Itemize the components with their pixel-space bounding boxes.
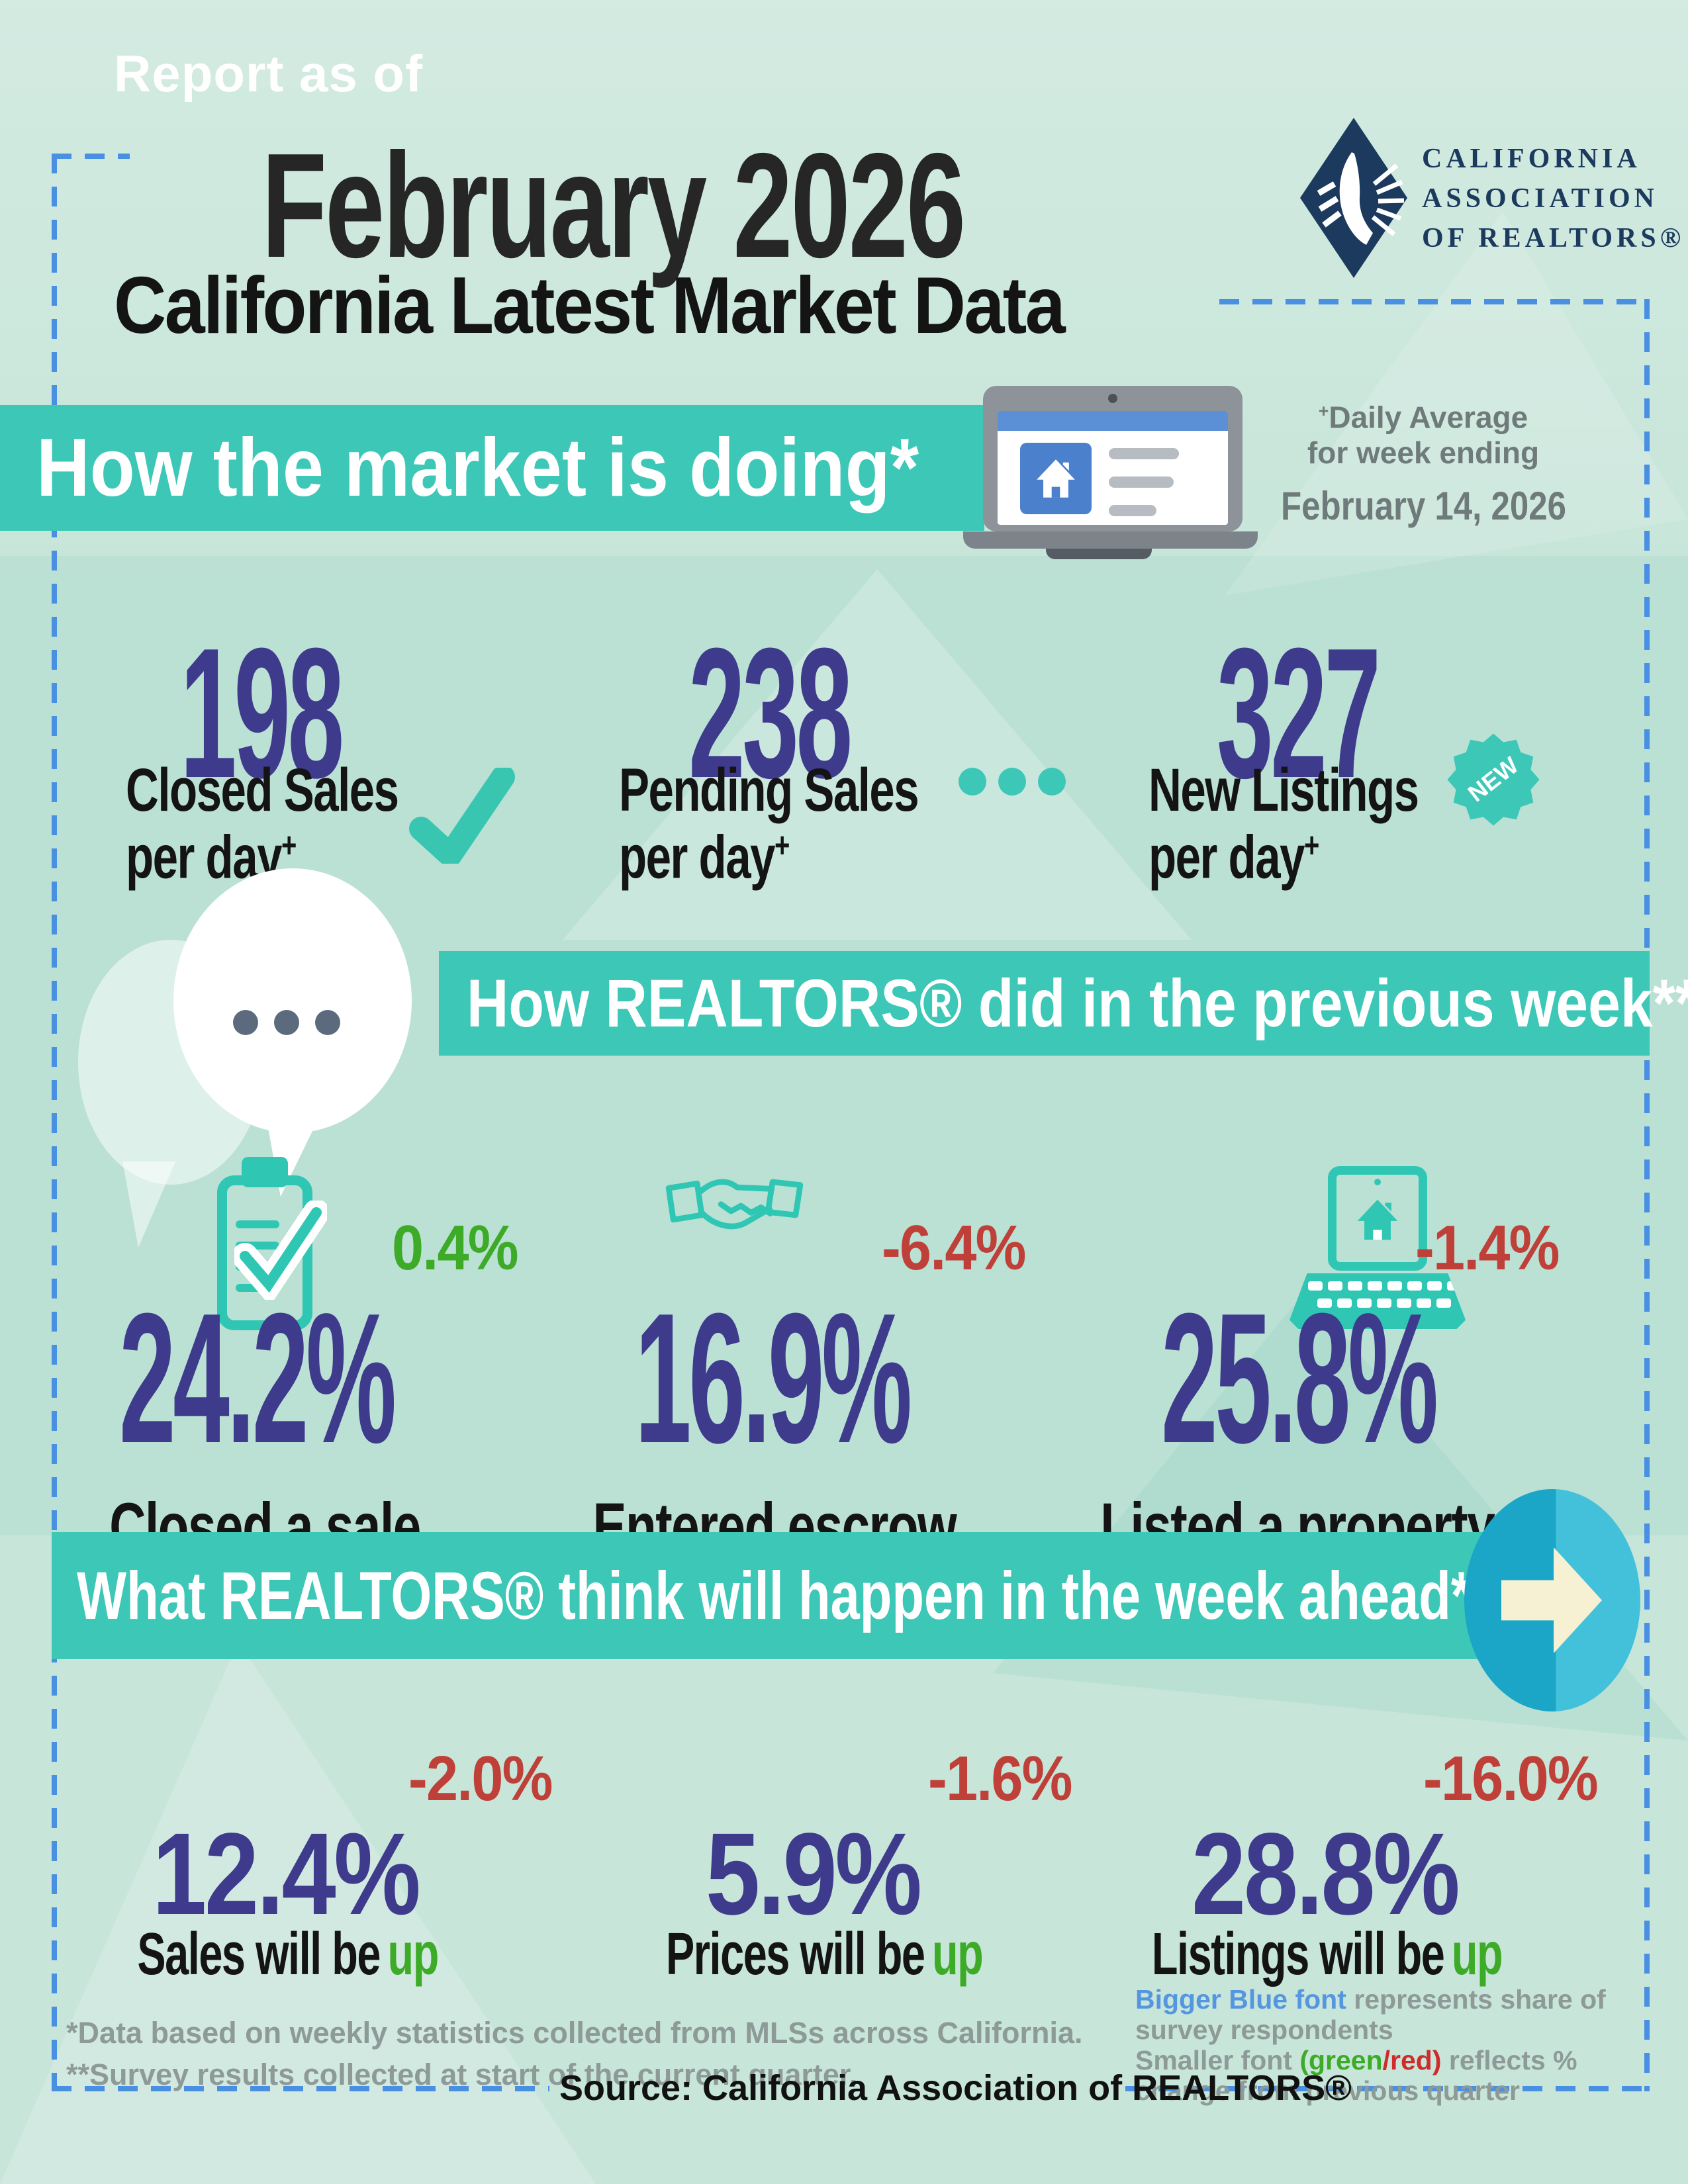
laptop-foot — [1046, 549, 1152, 559]
dashed-border-right — [1644, 299, 1650, 2091]
note-line-2: for week ending — [1307, 435, 1540, 471]
stat-pending-sales-value: 238 — [688, 610, 853, 817]
prices-forecast-label: Prices will be up — [665, 1921, 984, 1987]
stat-closed-sales-value: 198 — [180, 610, 344, 817]
entered-escrow-change: -6.4% — [882, 1212, 1027, 1283]
closed-sale-change: 0.4% — [392, 1212, 519, 1283]
dashed-border-left — [52, 154, 57, 2091]
car-logo-icon — [1296, 114, 1412, 283]
car-logo-wordmark: CALIFORNIA ASSOCIATION OF REALTORS® — [1422, 139, 1685, 258]
listings-forecast-label: Listings will be up — [1152, 1921, 1503, 1987]
section-title-market: How the market is doing* — [36, 422, 919, 514]
closed-sale-value: 24.2% — [119, 1275, 397, 1482]
up-highlight: up — [931, 1921, 984, 1987]
stat-new-listings-label: New Listings per day+ — [1149, 756, 1419, 891]
dashed-border-top-right — [1219, 299, 1650, 304]
dashed-border-bottom-right — [1125, 2086, 1650, 2091]
footnote-line-2: **Survey results collected at start of t… — [66, 2058, 858, 2091]
laptop-text-line — [1109, 477, 1174, 488]
ellipsis-icon — [959, 768, 1078, 796]
listed-property-value: 25.8% — [1161, 1275, 1438, 1482]
new-badge-icon: NEW — [1445, 730, 1542, 829]
dashed-border-bottom-left — [52, 2086, 549, 2091]
laptop-base — [963, 531, 1258, 549]
listings-forecast-value: 28.8% — [1192, 1809, 1460, 1939]
up-highlight: up — [1452, 1921, 1503, 1987]
prices-forecast-value: 5.9% — [706, 1809, 922, 1939]
laptop-browser-bar — [998, 411, 1228, 431]
stat-closed-sales-label: Closed Sales per day+ — [126, 756, 399, 891]
section-band-realtors: How REALTORS® did in the previous week** — [439, 951, 1688, 1056]
laptop-browser-icon — [963, 381, 1258, 561]
report-as-of-label: Report as of — [114, 44, 424, 103]
handshake-icon — [663, 1169, 806, 1257]
footnote-line-1: *Data based on weekly statistics collect… — [66, 2016, 1083, 2050]
section-title-realtors: How REALTORS® did in the previous week** — [467, 966, 1688, 1041]
house-tile-icon — [1020, 443, 1092, 514]
note-week-ending-date: February 14, 2026 — [1280, 484, 1566, 529]
dashed-border-top-left — [52, 154, 130, 159]
up-highlight: up — [387, 1921, 440, 1987]
laptop-text-line — [1109, 448, 1179, 459]
section-band-forecast: What REALTORS® think will happen in the … — [52, 1532, 1493, 1659]
logo-line-1: CALIFORNIA — [1422, 144, 1641, 174]
laptop-listing-icon — [1289, 1166, 1466, 1332]
legend-change-note: Smaller font (green/red) reflects % chan… — [1135, 2045, 1577, 2106]
prices-forecast-change: -1.6% — [928, 1743, 1073, 1814]
sales-forecast-change: -2.0% — [408, 1743, 553, 1814]
stat-new-listings-value: 327 — [1217, 610, 1381, 817]
note-line-1: Daily Average — [1329, 400, 1528, 435]
laptop-text-line — [1109, 505, 1156, 516]
section-title-forecast: What REALTORS® think will happen in the … — [77, 1558, 1492, 1633]
sales-forecast-value: 12.4% — [152, 1809, 421, 1939]
speech-bubble-dots — [233, 1010, 356, 1035]
listed-property-change: -1.4% — [1415, 1212, 1560, 1283]
sales-forecast-label: Sales will be up — [137, 1921, 440, 1987]
entered-escrow-value: 16.9% — [635, 1275, 912, 1482]
footnotes: *Data based on weekly statistics collect… — [66, 2012, 1083, 2095]
page-subtitle: California Latest Market Data — [114, 260, 1066, 350]
logo-line-2: ASSOCIATION — [1422, 183, 1658, 214]
legend-blue-note: Bigger Blue font represents share of sur… — [1135, 1984, 1606, 2045]
listings-forecast-change: -16.0% — [1423, 1743, 1599, 1814]
color-legend: Bigger Blue font represents share of sur… — [1135, 1984, 1612, 2106]
page-title: February 2026 — [261, 122, 966, 289]
stat-pending-sales-label: Pending Sales per day+ — [619, 756, 919, 891]
logo-line-3: OF REALTORS® — [1422, 223, 1685, 253]
section-band-market: How the market is doing* — [0, 405, 984, 531]
speech-bubble-back-tail — [122, 1161, 175, 1248]
source-attribution: Source: California Association of REALTO… — [559, 2068, 1352, 2108]
laptop-camera-dot — [1108, 394, 1117, 403]
speech-bubble-icon — [173, 868, 412, 1133]
clipboard-icon — [217, 1157, 327, 1330]
checkmark-icon — [409, 765, 515, 867]
daily-average-note: +Daily Average for week ending February … — [1238, 393, 1609, 526]
